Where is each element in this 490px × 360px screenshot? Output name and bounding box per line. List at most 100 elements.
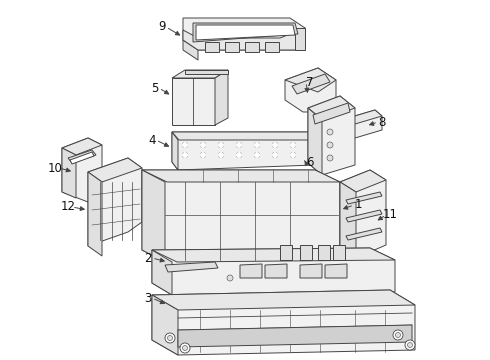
Polygon shape [172, 132, 178, 170]
Polygon shape [245, 42, 259, 52]
Circle shape [165, 333, 175, 343]
Circle shape [254, 143, 260, 148]
Polygon shape [183, 28, 305, 50]
Circle shape [182, 153, 188, 158]
Circle shape [236, 142, 242, 148]
Circle shape [182, 152, 188, 158]
Polygon shape [285, 68, 336, 92]
Polygon shape [300, 245, 312, 260]
Polygon shape [172, 78, 215, 125]
Circle shape [180, 343, 190, 353]
Circle shape [272, 152, 278, 158]
Polygon shape [172, 70, 228, 78]
Polygon shape [142, 170, 340, 182]
Circle shape [200, 143, 205, 148]
Polygon shape [70, 152, 94, 164]
Polygon shape [68, 150, 96, 163]
Polygon shape [205, 42, 219, 52]
Polygon shape [62, 138, 102, 155]
Circle shape [236, 152, 242, 158]
Polygon shape [280, 245, 292, 260]
Polygon shape [172, 132, 315, 170]
Circle shape [200, 152, 206, 158]
Text: 1: 1 [354, 198, 362, 211]
Polygon shape [333, 245, 345, 260]
Text: 6: 6 [306, 157, 314, 170]
Circle shape [393, 330, 403, 340]
Circle shape [254, 142, 260, 148]
Polygon shape [225, 42, 239, 52]
Circle shape [219, 153, 223, 158]
Polygon shape [152, 290, 415, 355]
Circle shape [237, 153, 242, 158]
Polygon shape [285, 68, 336, 112]
Polygon shape [265, 264, 287, 278]
Circle shape [236, 142, 242, 148]
Circle shape [200, 152, 206, 158]
Circle shape [272, 153, 277, 158]
Circle shape [254, 152, 260, 158]
Circle shape [327, 129, 333, 135]
Text: 4: 4 [148, 134, 156, 147]
Polygon shape [88, 158, 142, 246]
Circle shape [290, 152, 296, 158]
Polygon shape [346, 228, 382, 240]
Text: 11: 11 [383, 208, 397, 221]
Text: 8: 8 [378, 116, 386, 129]
Circle shape [290, 142, 296, 148]
Circle shape [219, 143, 223, 148]
Circle shape [408, 342, 413, 347]
Polygon shape [152, 250, 172, 295]
Circle shape [395, 333, 400, 338]
Polygon shape [88, 158, 142, 182]
Polygon shape [348, 110, 382, 124]
Polygon shape [340, 182, 356, 258]
Circle shape [327, 142, 333, 148]
Circle shape [254, 153, 260, 158]
Polygon shape [185, 70, 228, 74]
Circle shape [405, 340, 415, 350]
Circle shape [272, 142, 278, 148]
Circle shape [182, 143, 188, 148]
Circle shape [182, 346, 188, 351]
Polygon shape [152, 295, 178, 355]
Text: 2: 2 [144, 252, 152, 265]
Circle shape [218, 152, 224, 158]
Circle shape [200, 142, 206, 148]
Polygon shape [325, 264, 347, 278]
Circle shape [254, 152, 260, 158]
Polygon shape [196, 25, 295, 40]
Polygon shape [152, 248, 395, 262]
Polygon shape [308, 108, 322, 175]
Circle shape [290, 142, 296, 148]
Polygon shape [340, 170, 386, 192]
Circle shape [182, 142, 188, 148]
Circle shape [290, 152, 296, 158]
Circle shape [218, 152, 224, 158]
Circle shape [272, 142, 278, 148]
Circle shape [272, 143, 277, 148]
Polygon shape [292, 74, 330, 94]
Polygon shape [62, 138, 102, 202]
Circle shape [218, 142, 224, 148]
Circle shape [227, 275, 233, 281]
Polygon shape [88, 172, 102, 256]
Polygon shape [152, 290, 415, 310]
Circle shape [182, 142, 188, 148]
Polygon shape [183, 40, 198, 60]
Circle shape [291, 153, 295, 158]
Polygon shape [308, 96, 355, 175]
Polygon shape [300, 264, 322, 278]
Circle shape [236, 152, 242, 158]
Text: 5: 5 [151, 81, 159, 94]
Circle shape [200, 153, 205, 158]
Circle shape [291, 143, 295, 148]
Polygon shape [346, 210, 382, 222]
Circle shape [218, 142, 224, 148]
Polygon shape [215, 70, 228, 125]
Polygon shape [348, 110, 382, 138]
Polygon shape [313, 103, 350, 124]
Polygon shape [240, 264, 262, 278]
Polygon shape [265, 42, 279, 52]
Text: 12: 12 [60, 201, 75, 213]
